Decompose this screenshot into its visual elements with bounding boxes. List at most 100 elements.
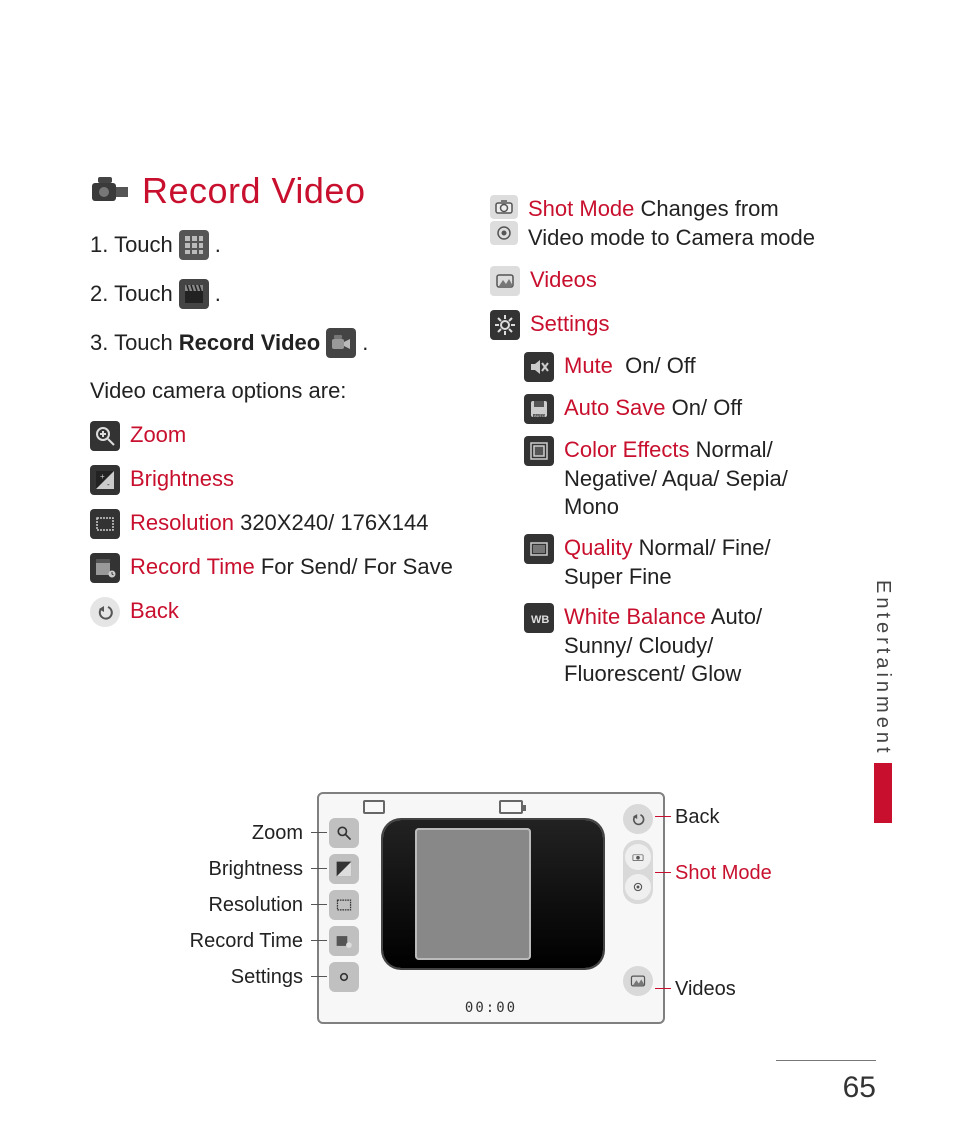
vf-zoom-icon[interactable]	[329, 818, 359, 848]
d-line	[311, 976, 327, 977]
vf-settings-icon[interactable]	[329, 962, 359, 992]
step-1: 1. Touch .	[90, 230, 460, 261]
auto-save-icon: AUTO	[524, 394, 554, 424]
sub-auto-save: AUTO Auto Save On/ Off	[524, 394, 830, 424]
back-icon	[90, 597, 120, 627]
vf-phone-screen	[415, 828, 531, 960]
side-tab-label: Entertainment	[871, 580, 894, 757]
vf-shot-mode-icon[interactable]	[623, 840, 653, 904]
page-rule	[776, 1060, 876, 1061]
options-intro: Video camera options are:	[90, 376, 460, 407]
right-column: Shot Mode Changes from Video mode to Cam…	[490, 195, 830, 689]
video-mode-icon	[490, 221, 518, 245]
record-time-label: Record Time	[130, 554, 255, 579]
sub-mute: Mute On/ Off	[524, 352, 830, 382]
settings-label: Settings	[530, 311, 610, 336]
d-line	[311, 904, 327, 905]
option-shot-mode: Shot Mode Changes from Video mode to Cam…	[490, 195, 830, 252]
camcorder-icon	[90, 173, 132, 209]
shot-mode-label: Shot Mode	[528, 196, 634, 221]
d-record-time-label: Record Time	[190, 930, 303, 953]
d-settings-label: Settings	[231, 966, 303, 989]
vf-record-time-icon[interactable]	[329, 926, 359, 956]
vf-videos-icon[interactable]	[623, 966, 653, 996]
vf-back-icon[interactable]	[623, 804, 653, 834]
d-zoom-label: Zoom	[252, 822, 303, 845]
quality-label: Quality	[564, 535, 632, 560]
vf-battery-icon	[499, 800, 523, 814]
option-videos: Videos	[490, 266, 830, 296]
d-brightness-label: Brightness	[209, 858, 304, 881]
page-number: 65	[843, 1071, 876, 1105]
camcorder-small-icon	[326, 328, 356, 358]
sub-quality: Quality Normal/ Fine/ Super Fine	[524, 534, 830, 591]
auto-save-value: On/ Off	[672, 395, 743, 420]
side-tab-bar	[874, 763, 892, 823]
auto-save-label: Auto Save	[564, 395, 666, 420]
step-2-text: 2. Touch	[90, 279, 173, 310]
vf-resolution-icon[interactable]	[329, 890, 359, 920]
sub-white-balance: WB White Balance Auto/ Sunny/ Cloudy/ Fl…	[524, 603, 830, 689]
mute-label: Mute	[564, 353, 613, 378]
page: Record Video 1. Touch . 2. Touch . 3. To…	[0, 0, 954, 1145]
section-title-text: Record Video	[142, 170, 365, 212]
white-balance-label: White Balance	[564, 604, 706, 629]
option-back: Back	[90, 597, 460, 627]
d-line	[311, 868, 327, 869]
settings-suboptions: Mute On/ Off AUTO Auto Save On/ Off Colo…	[524, 352, 830, 689]
settings-icon	[490, 310, 520, 340]
menu-grid-icon	[179, 230, 209, 260]
d-back-label: Back	[675, 806, 719, 829]
mute-value: On/ Off	[625, 353, 696, 378]
brightness-icon: +-	[90, 465, 120, 495]
vf-brightness-icon[interactable]	[329, 854, 359, 884]
videos-label: Videos	[530, 267, 597, 292]
clapperboard-icon	[179, 279, 209, 309]
shot-mode-icon	[490, 195, 518, 245]
vf-left-buttons	[329, 818, 359, 992]
record-time-icon	[90, 553, 120, 583]
d-line	[655, 816, 671, 817]
d-line	[311, 940, 327, 941]
vf-timer: 00:00	[465, 1000, 517, 1016]
side-tab: Entertainment	[871, 580, 894, 823]
section-title: Record Video	[90, 170, 460, 212]
videos-icon	[490, 266, 520, 296]
back-label: Back	[130, 598, 179, 623]
step-3: 3. Touch Record Video .	[90, 328, 460, 359]
zoom-icon	[90, 421, 120, 451]
color-effects-icon	[524, 436, 554, 466]
camera-mode-icon	[490, 195, 518, 219]
svg-text:-: -	[107, 480, 110, 489]
svg-text:+: +	[100, 472, 105, 481]
quality-icon	[524, 534, 554, 564]
d-shot-mode-label: Shot Mode	[675, 862, 772, 885]
option-resolution: Resolution 320X240/ 176X144	[90, 509, 460, 539]
sub-color-effects: Color Effects Normal/ Negative/ Aqua/ Se…	[524, 436, 830, 522]
option-zoom: Zoom	[90, 421, 460, 451]
d-line	[311, 832, 327, 833]
step-1-text: 1. Touch	[90, 230, 173, 261]
left-column: Record Video 1. Touch . 2. Touch . 3. To…	[90, 170, 460, 627]
color-effects-label: Color Effects	[564, 437, 690, 462]
vf-memory-icon	[363, 800, 385, 814]
resolution-icon	[90, 509, 120, 539]
d-line	[655, 872, 671, 873]
svg-text:WB: WB	[531, 614, 549, 626]
option-record-time: Record Time For Send/ For Save	[90, 553, 460, 583]
d-line	[655, 988, 671, 989]
step-3-bold: Record Video	[179, 328, 320, 359]
brightness-label: Brightness	[130, 466, 234, 491]
zoom-label: Zoom	[130, 422, 186, 447]
viewfinder-diagram: 00:00 Zoom Brightness Resolution Record …	[145, 792, 845, 1062]
resolution-label: Resolution	[130, 510, 234, 535]
d-videos-label: Videos	[675, 978, 736, 1001]
vf-right-buttons	[623, 804, 653, 996]
svg-text:AUTO: AUTO	[534, 413, 545, 418]
white-balance-icon: WB	[524, 603, 554, 633]
resolution-value: 320X240/ 176X144	[240, 510, 428, 535]
mute-icon	[524, 352, 554, 382]
record-time-value: For Send/ For Save	[261, 554, 453, 579]
d-resolution-label: Resolution	[208, 894, 303, 917]
option-brightness: +- Brightness	[90, 465, 460, 495]
